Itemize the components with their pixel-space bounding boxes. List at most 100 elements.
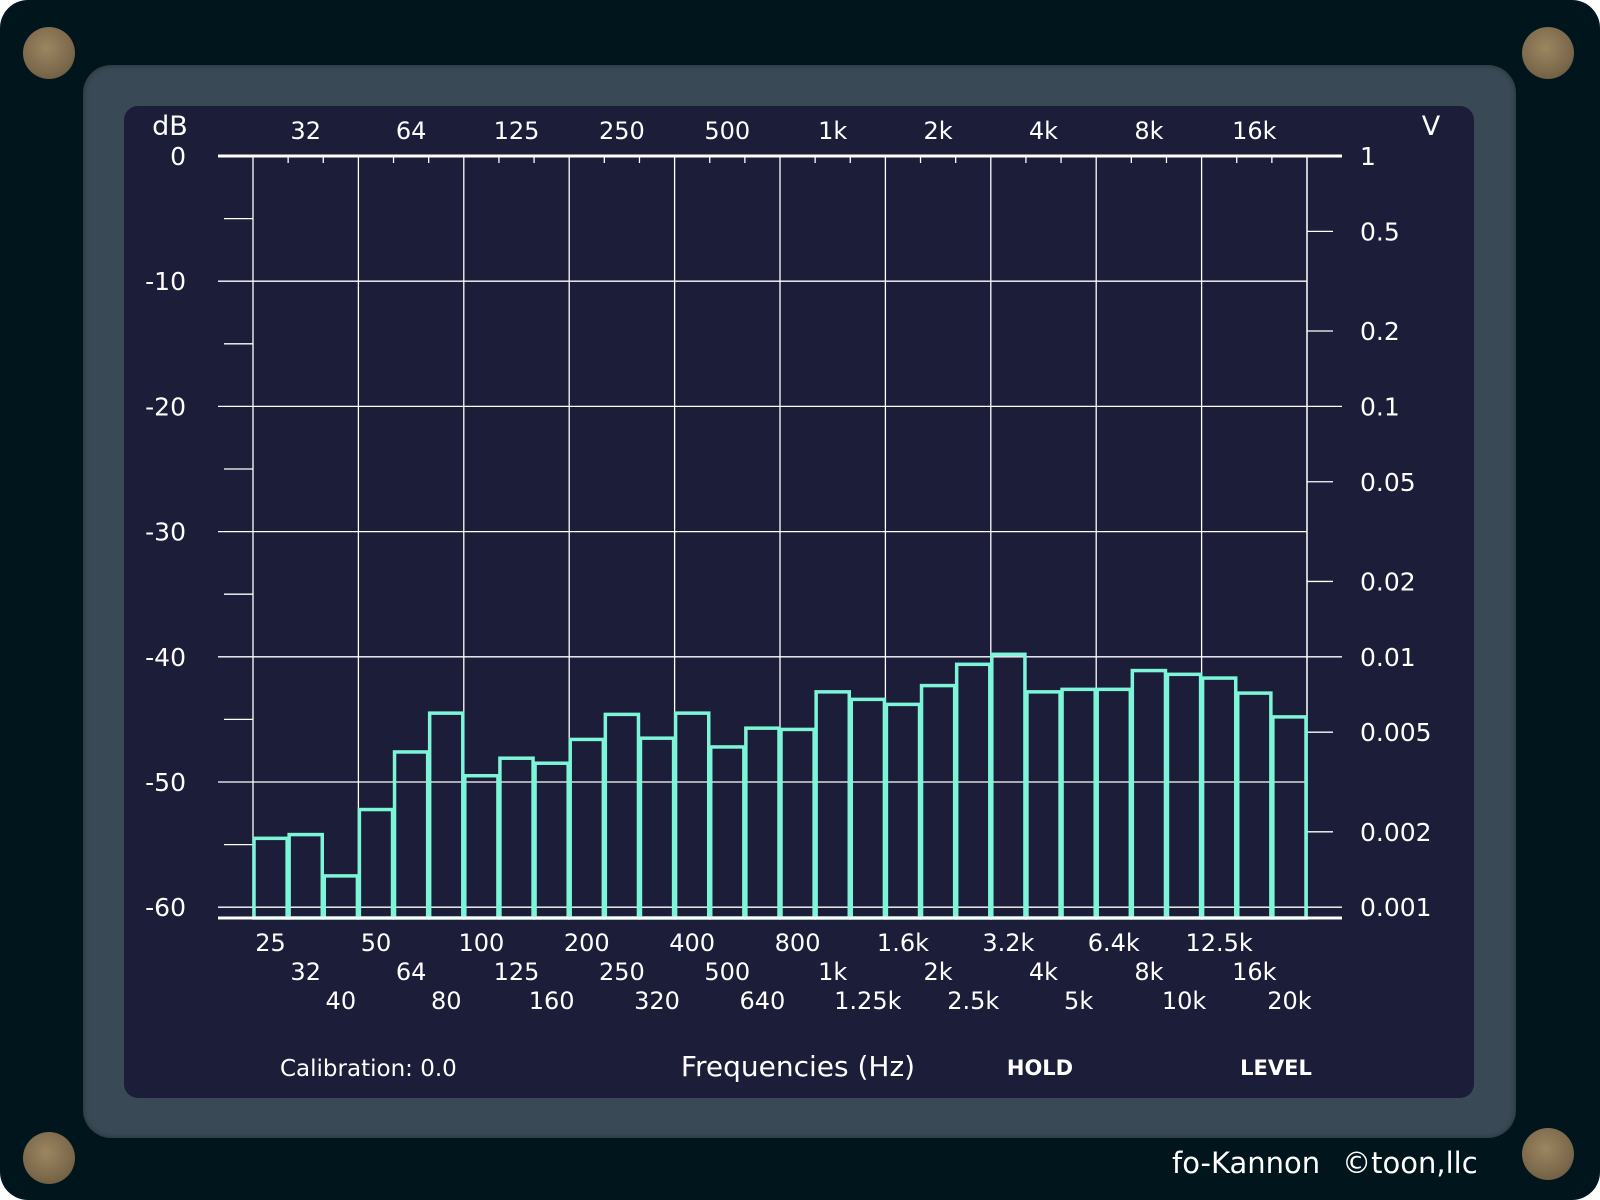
bottom-frequency-label: 3.2k xyxy=(982,929,1034,957)
bottom-frequency-label: 320 xyxy=(634,987,680,1015)
bottom-frequency-label: 20k xyxy=(1267,987,1312,1015)
y-tick-label-left: -50 xyxy=(145,768,186,797)
spectrum-bar xyxy=(568,737,606,920)
spectrum-bar xyxy=(252,836,289,920)
y-tick-label-right: 0.1 xyxy=(1360,392,1400,421)
top-frequency-label: 8k xyxy=(1134,117,1163,145)
top-frequency-label: 250 xyxy=(599,117,645,145)
spectrum-bar xyxy=(1025,690,1062,920)
y-tick-label-right: 0.05 xyxy=(1360,468,1416,497)
spectrum-bar xyxy=(1200,676,1238,920)
y-tick-label-right: 0.002 xyxy=(1360,818,1432,847)
bottom-frequency-label: 100 xyxy=(458,929,504,957)
spectrum-bar xyxy=(990,652,1027,920)
spectrum-bar xyxy=(1165,672,1203,920)
top-frequency-label: 2k xyxy=(924,117,953,145)
bottom-frequency-label: 400 xyxy=(669,929,715,957)
brand-footer: fo-Kannon ©toon,llc xyxy=(1172,1146,1478,1180)
bottom-frequency-label: 125 xyxy=(494,958,540,986)
y-tick-label-right: 0.02 xyxy=(1360,567,1416,596)
y-tick-label-left: 0 xyxy=(170,142,186,171)
bottom-frequency-label: 80 xyxy=(431,987,462,1015)
bottom-frequency-label: 1.25k xyxy=(834,987,901,1015)
spectrum-bar xyxy=(779,727,816,920)
spectrum-bar xyxy=(638,736,676,920)
spectrum-bar xyxy=(322,874,360,920)
bottom-frequency-label: 200 xyxy=(564,929,610,957)
bottom-frequency-label: 160 xyxy=(529,987,575,1015)
y-tick-label-left: -30 xyxy=(145,518,186,547)
spectrum-bar xyxy=(603,712,641,920)
bottom-frequency-label: 64 xyxy=(396,958,427,986)
spectrum-bar xyxy=(463,773,500,920)
y-tick-label-right: 0.001 xyxy=(1360,893,1432,922)
y-tick-label-left: -40 xyxy=(145,643,186,672)
screw-top-left xyxy=(23,27,75,79)
top-frequency-label: 500 xyxy=(704,117,750,145)
screw-bottom-left xyxy=(23,1132,75,1184)
bottom-frequency-label: 2k xyxy=(924,958,953,986)
spectrum-bar xyxy=(392,750,430,920)
level-button[interactable]: LEVEL xyxy=(1240,1056,1312,1080)
top-frequency-label: 16k xyxy=(1232,117,1277,145)
spectrum-bar xyxy=(919,683,957,920)
y-tick-label-right: 0.005 xyxy=(1360,718,1432,747)
spectrum-bar xyxy=(1095,687,1133,920)
top-frequency-label: 1k xyxy=(818,117,847,145)
bottom-frequency-label: 800 xyxy=(775,929,821,957)
spectrum-bar xyxy=(427,711,465,920)
bottom-frequency-label: 2.5k xyxy=(947,987,999,1015)
y-tick-label-right: 0.5 xyxy=(1360,217,1400,246)
spectrum-bar xyxy=(1130,668,1168,920)
spectrum-bar xyxy=(673,711,711,920)
hold-button[interactable]: HOLD xyxy=(1007,1056,1073,1080)
y-tick-label-left: -10 xyxy=(145,267,186,296)
spectrum-bar xyxy=(849,697,887,920)
y-axis-right-title: V xyxy=(1422,111,1441,142)
x-axis-title: Frequencies (Hz) xyxy=(681,1050,915,1083)
bottom-frequency-label: 50 xyxy=(361,929,392,957)
top-frequency-label: 32 xyxy=(290,117,321,145)
y-tick-label-left: -20 xyxy=(145,392,186,421)
y-tick-label-right: 0.01 xyxy=(1360,643,1416,672)
spectrum-screen xyxy=(124,106,1474,1098)
spectrum-chart: dB V Frequencies (Hz) Calibration: 0.0 H… xyxy=(145,111,1441,1083)
spectrum-bar xyxy=(744,726,781,920)
bottom-frequency-label: 6.4k xyxy=(1088,929,1140,957)
spectrum-bar xyxy=(708,745,746,920)
spectrum-bar xyxy=(814,690,852,920)
bottom-frequency-label: 5k xyxy=(1064,987,1093,1015)
screw-top-right xyxy=(1522,27,1574,79)
top-frequency-label: 125 xyxy=(494,117,540,145)
spectrum-bar xyxy=(357,807,395,920)
labels-layer: dB V Frequencies (Hz) Calibration: 0.0 H… xyxy=(145,111,1441,1083)
bottom-frequency-label: 32 xyxy=(290,958,321,986)
bottom-frequency-label: 12.5k xyxy=(1185,929,1252,957)
y-tick-label-right: 0.2 xyxy=(1360,317,1400,346)
spectrum-bar xyxy=(954,662,992,920)
bottom-frequency-label: 640 xyxy=(740,987,786,1015)
bottom-frequency-label: 250 xyxy=(599,958,645,986)
bottom-frequency-label: 1.6k xyxy=(877,929,929,957)
spectrum-bar xyxy=(287,832,325,920)
bottom-frequency-label: 8k xyxy=(1134,958,1163,986)
screw-bottom-right xyxy=(1522,1128,1574,1180)
top-frequency-label: 64 xyxy=(396,117,427,145)
bottom-frequency-label: 1k xyxy=(818,958,847,986)
y-axis-left-title: dB xyxy=(152,111,188,142)
brand-copyright: ©toon,llc xyxy=(1342,1146,1478,1180)
top-frequency-label: 4k xyxy=(1029,117,1058,145)
calibration-label[interactable]: Calibration: 0.0 xyxy=(280,1056,457,1082)
brand-product-name: fo-Kannon xyxy=(1172,1146,1321,1180)
axes-layer xyxy=(218,154,1342,920)
y-tick-label-right: 1 xyxy=(1360,142,1376,171)
bottom-frequency-label: 40 xyxy=(326,987,357,1015)
spectrum-bar xyxy=(533,761,570,920)
spectrum-bar xyxy=(884,702,922,920)
y-tick-label-left: -60 xyxy=(145,893,186,922)
spectrum-bar xyxy=(1060,687,1097,920)
spectrum-bar xyxy=(1235,691,1273,920)
bottom-frequency-label: 16k xyxy=(1232,958,1277,986)
spectrum-bar xyxy=(1271,715,1308,920)
